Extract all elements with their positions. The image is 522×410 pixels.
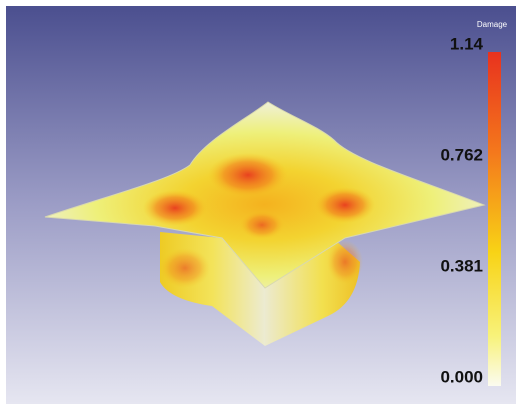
legend-tick-label: 0.381 bbox=[440, 256, 483, 275]
hotspot bbox=[315, 187, 375, 223]
legend-tick-label: 0.000 bbox=[440, 367, 483, 386]
page: {"legend": {"title": "Damage", "ticks": … bbox=[0, 0, 522, 410]
hotspot bbox=[208, 153, 288, 197]
hotspot bbox=[160, 248, 210, 288]
legend-tick-label: 1.14 bbox=[450, 34, 484, 53]
hotspot bbox=[240, 211, 284, 239]
hotspot bbox=[143, 190, 207, 226]
legend-title: Damage bbox=[477, 20, 508, 29]
legend-tick-label: 0.762 bbox=[440, 145, 483, 164]
color-bar bbox=[488, 52, 501, 386]
hotspot bbox=[327, 240, 363, 284]
viewport: Damage 1.14 0.762 0.381 0.000 bbox=[6, 6, 516, 404]
